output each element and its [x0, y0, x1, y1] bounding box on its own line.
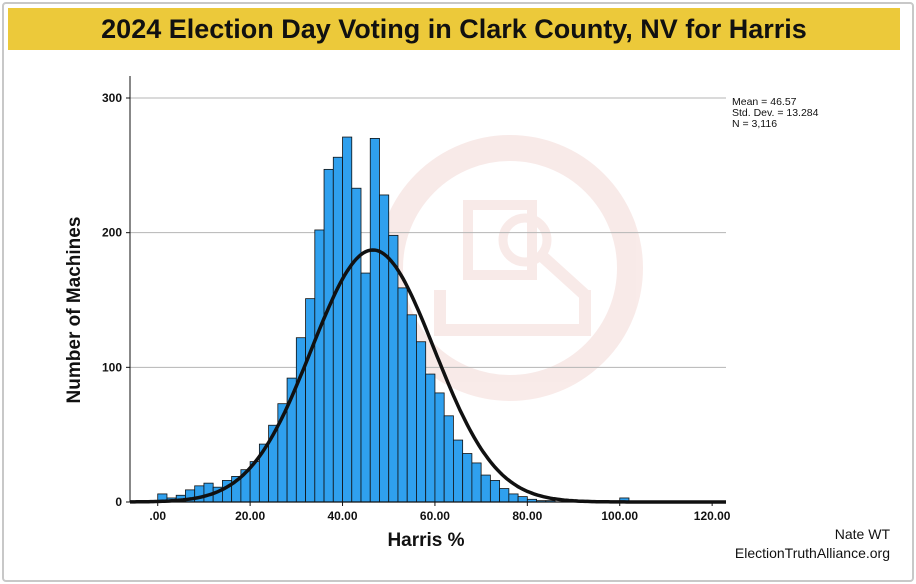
x-tick-label: 100.00: [601, 509, 638, 523]
histogram-bar: [332, 156, 343, 503]
histogram-bars: [157, 136, 630, 503]
x-tick-label: 40.00: [328, 509, 358, 523]
x-tick-label: 60.00: [420, 509, 450, 523]
histogram-bar: [425, 373, 436, 503]
histogram-bar: [453, 439, 464, 503]
y-tick-label: 300: [102, 91, 122, 105]
y-tick-label: 0: [115, 495, 122, 509]
histogram-bar: [314, 229, 325, 503]
axes: [129, 76, 726, 503]
histogram-bar: [379, 194, 390, 503]
histogram-bar: [489, 480, 501, 503]
n-stat: N = 3,116: [732, 118, 778, 130]
gridlines: [130, 97, 726, 368]
histogram-bar: [406, 314, 417, 503]
histogram-bar: [517, 496, 528, 503]
stats-box: Mean = 46.57 Std. Dev. = 13.284 N = 3,11…: [732, 97, 819, 130]
histogram-bar: [462, 453, 473, 503]
x-tick-label: 80.00: [512, 509, 542, 523]
histogram-bar: [434, 392, 445, 503]
histogram-bar: [443, 415, 454, 503]
histogram-bar: [360, 272, 371, 503]
histogram-bar: [397, 287, 408, 503]
author-credit: Nate WT: [834, 526, 890, 542]
y-axis-label: Number of Machines: [64, 217, 85, 404]
x-tick-label: 120.00: [694, 509, 731, 523]
y-axis-ticks: 0 100 200 300: [102, 91, 130, 509]
histogram-bar: [323, 168, 334, 503]
y-tick-label: 100: [102, 360, 122, 374]
histogram-bar: [471, 462, 482, 503]
site-credit: ElectionTruthAlliance.org: [734, 545, 890, 561]
title-banner: 2024 Election Day Voting in Clark County…: [8, 8, 900, 50]
histogram-bar: [369, 137, 380, 503]
histogram-bar: [480, 474, 491, 503]
x-axis-ticks: .00 20.00 40.00 60.00 80.00 100.00 120.00: [149, 502, 731, 523]
chart-title: 2024 Election Day Voting in Clark County…: [101, 13, 807, 44]
histogram-bar: [388, 234, 399, 503]
histogram-bar: [295, 337, 306, 503]
std-dev-stat: Std. Dev. = 13.284: [732, 107, 819, 119]
x-tick-label: .00: [149, 509, 166, 523]
histogram-bar: [342, 136, 353, 503]
x-tick-label: 20.00: [235, 509, 265, 523]
histogram-bar: [416, 341, 427, 503]
y-tick-label: 200: [102, 226, 122, 240]
histogram-bar: [499, 488, 510, 503]
x-axis-label: Harris %: [387, 530, 464, 551]
mean-stat: Mean = 46.57: [732, 96, 797, 108]
histogram-bar: [351, 187, 362, 503]
histogram-bar: [508, 493, 519, 503]
histogram-bar: [305, 298, 316, 503]
